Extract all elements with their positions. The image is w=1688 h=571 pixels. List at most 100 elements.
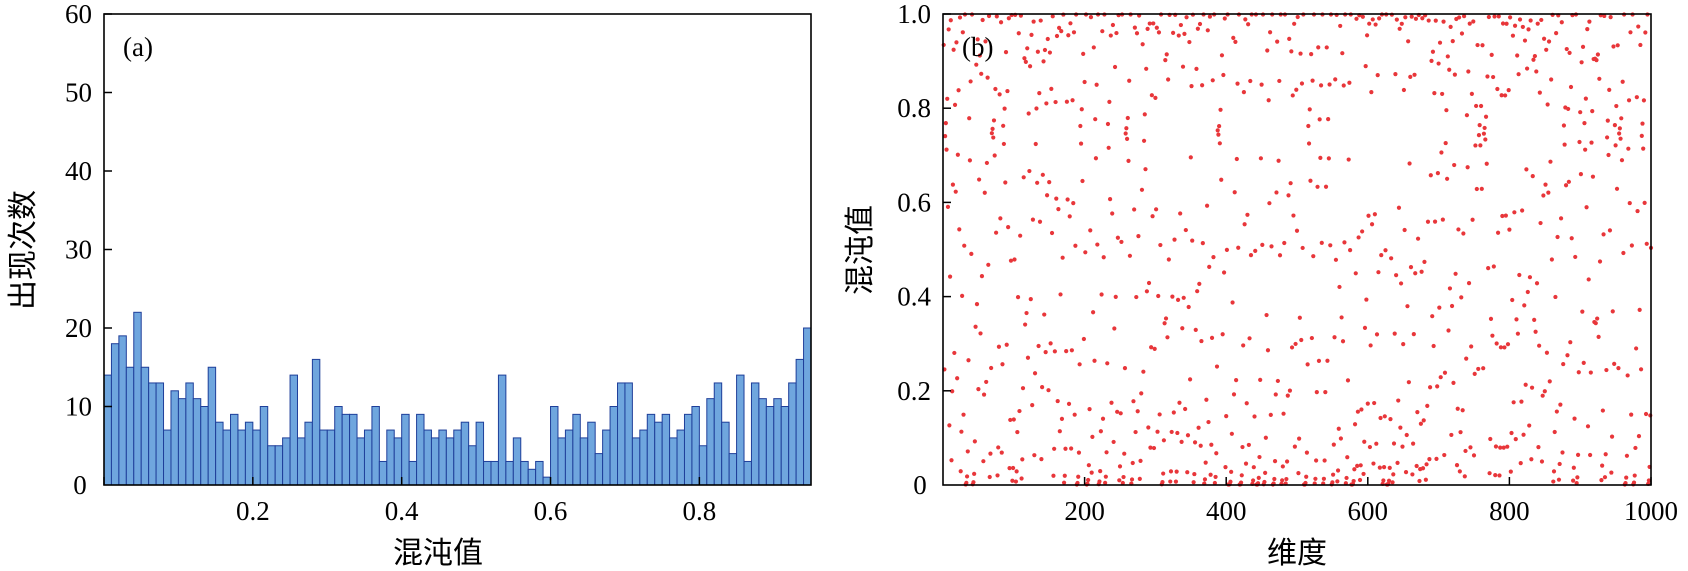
- scatter-point: [1235, 81, 1240, 86]
- scatter-point: [1425, 219, 1431, 224]
- scatter-point: [1027, 64, 1033, 69]
- scatter-point: [1105, 121, 1111, 127]
- scatter-point: [1124, 136, 1130, 141]
- scatter-point: [1507, 227, 1512, 232]
- scatter-point: [1549, 257, 1554, 262]
- x-tick-label: 600: [1348, 496, 1389, 526]
- scatter-point: [1465, 165, 1470, 170]
- scatter-point: [1086, 463, 1091, 468]
- x-tick-label: 0.2: [236, 496, 270, 526]
- scatter-point: [1440, 217, 1445, 222]
- scatter-point: [1091, 310, 1096, 315]
- scatter-point: [1636, 434, 1642, 439]
- scatter-point: [1415, 410, 1420, 415]
- scatter-point: [1241, 343, 1246, 348]
- scatter-point: [1290, 93, 1295, 98]
- scatter-point: [1117, 464, 1123, 469]
- scatter-point: [1097, 479, 1102, 484]
- scatter-point: [1448, 24, 1453, 29]
- scatter-point: [1036, 343, 1041, 349]
- scatter-point: [967, 158, 973, 163]
- scatter-point: [1477, 123, 1482, 128]
- scatter-point: [1516, 72, 1521, 77]
- scatter-point: [1400, 444, 1405, 449]
- histogram-bar: [631, 437, 641, 486]
- scatter-point: [1131, 399, 1136, 404]
- scatter-point: [1284, 459, 1290, 464]
- scatter-point: [1113, 294, 1118, 299]
- scatter-point: [1588, 452, 1593, 458]
- scatter-point: [1375, 73, 1380, 78]
- scatter-point: [1203, 460, 1208, 465]
- histogram-bar: [125, 366, 135, 486]
- scatter-point: [1219, 53, 1225, 58]
- scatter-point: [944, 147, 949, 152]
- scatter-point: [1007, 466, 1012, 471]
- scatter-point: [1233, 39, 1238, 44]
- histogram-bar: [483, 460, 492, 486]
- scatter-point: [1608, 15, 1613, 20]
- scatter-point: [1071, 30, 1077, 35]
- scatter-point: [1040, 385, 1045, 390]
- scatter-point: [1473, 143, 1478, 148]
- scatter-point: [1314, 458, 1319, 463]
- scatter-point: [989, 131, 994, 136]
- scatter-point: [1534, 281, 1540, 286]
- scatter-point: [1045, 36, 1050, 42]
- scatter-point: [1569, 236, 1574, 241]
- histogram-bar: [170, 390, 179, 486]
- histogram-bar: [259, 406, 269, 486]
- scatter-point: [1537, 343, 1542, 348]
- scatter-point: [1464, 113, 1470, 118]
- scatter-point: [1042, 47, 1048, 53]
- scatter-point: [1475, 42, 1480, 48]
- scatter-point: [1214, 364, 1220, 369]
- scatter-point: [1060, 255, 1065, 260]
- histogram-bar: [646, 413, 656, 486]
- scatter-point: [1335, 479, 1340, 484]
- scatter-point: [1166, 257, 1171, 262]
- scatter-point: [1173, 479, 1179, 484]
- scatter-point: [1214, 451, 1219, 456]
- scatter-point: [1595, 316, 1600, 321]
- scatter-point: [1406, 380, 1411, 385]
- scatter-point: [1245, 212, 1250, 217]
- scatter-point: [1566, 106, 1571, 112]
- histogram-bar: [192, 398, 202, 486]
- plot-frame-b: [942, 13, 1652, 486]
- scatter-point: [952, 350, 957, 356]
- scatter-point: [1419, 269, 1424, 274]
- scatter-point: [1503, 93, 1508, 98]
- scatter-point: [1367, 21, 1372, 26]
- scatter-point: [1172, 237, 1177, 242]
- scatter-point: [1345, 378, 1351, 383]
- x-tick-label: 800: [1489, 496, 1530, 526]
- scatter-point: [1625, 373, 1630, 378]
- scatter-point: [1032, 371, 1038, 376]
- scatter-point: [967, 116, 972, 121]
- scatter-point: [1525, 66, 1530, 71]
- scatter-point: [1542, 389, 1547, 394]
- scatter-point: [1287, 36, 1292, 42]
- scatter-point: [1293, 341, 1298, 347]
- scatter-point: [1377, 465, 1382, 470]
- scatter-point: [1069, 348, 1074, 353]
- scatter-point: [1110, 211, 1115, 216]
- scatter-point: [1597, 259, 1603, 264]
- scatter-point: [1546, 39, 1552, 44]
- scatter-point: [958, 469, 963, 474]
- scatter-point: [1444, 108, 1449, 113]
- scatter-point: [1207, 14, 1213, 19]
- scatter-point: [1080, 178, 1085, 184]
- scatter-point: [1435, 384, 1440, 389]
- scatter-point: [1020, 386, 1026, 391]
- scatter-point: [964, 474, 970, 479]
- scatter-point: [1466, 69, 1471, 74]
- scatter-point: [1566, 179, 1571, 184]
- scatter-point: [1638, 42, 1643, 48]
- scatter-point: [1556, 477, 1562, 482]
- histogram-bar: [788, 382, 797, 486]
- scatter-point: [1013, 479, 1019, 484]
- scatter-point: [1599, 478, 1604, 483]
- scatter-point: [1256, 475, 1261, 481]
